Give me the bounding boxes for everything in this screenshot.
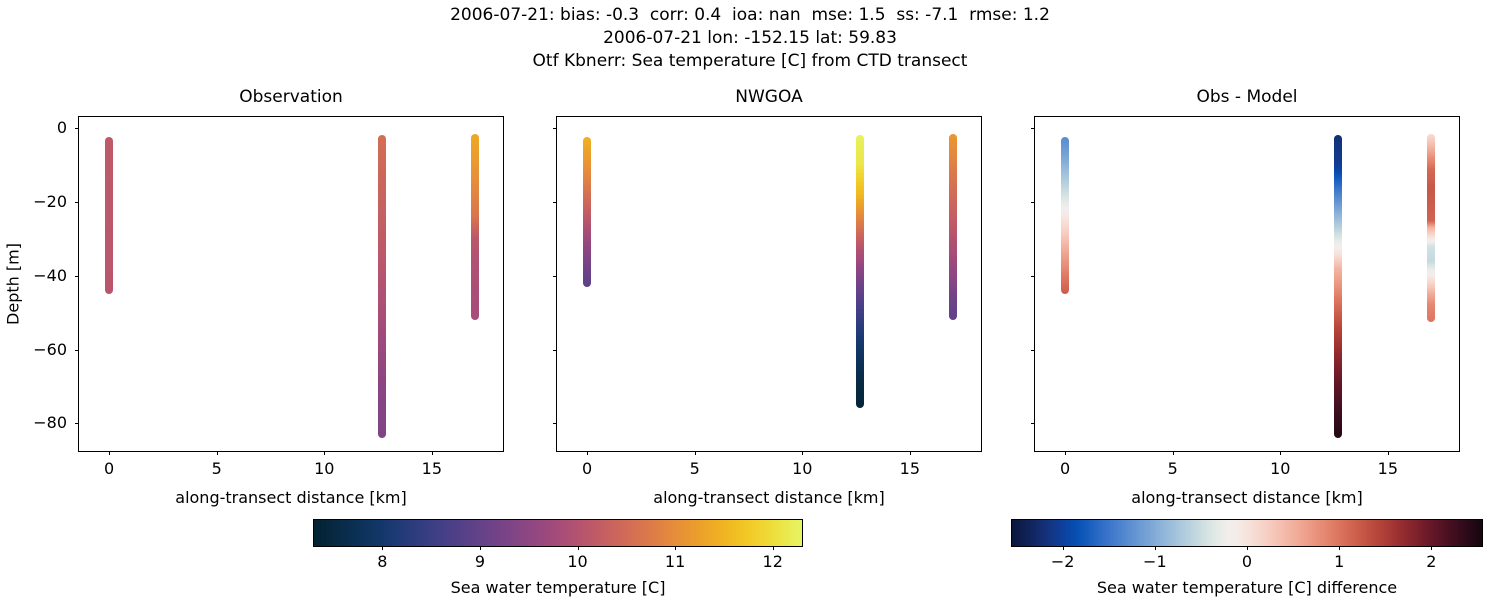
colorbar-1-label: Sea water temperature [C] — [450, 578, 666, 597]
colorbar-1: 8 9 10 11 12 Sea water temperature [C] — [313, 519, 803, 597]
cast-profile-2 — [378, 135, 387, 439]
suptitle-line-stats: 2006-07-21: bias: -0.3 corr: 0.4 ioa: na… — [450, 5, 1050, 25]
panel-1-xlabel: along-transect distance [km] — [175, 488, 407, 507]
cast-profile-2 — [1334, 135, 1343, 439]
colorbar-tick — [1062, 546, 1064, 550]
colorbar-tick-label: 2 — [1426, 552, 1437, 571]
cast-profile-3 — [948, 133, 957, 320]
y-tick — [1031, 423, 1035, 425]
colorbar-tick — [1431, 546, 1433, 550]
x-tick-label: 0 — [104, 459, 115, 478]
y-tick — [1031, 201, 1035, 203]
colorbar-tick-label: 8 — [377, 552, 388, 571]
x-tick — [909, 451, 911, 455]
colorbar-tick-label: 11 — [664, 552, 686, 571]
colorbar-tick-label: 0 — [1241, 552, 1253, 571]
x-tick — [216, 451, 218, 455]
y-tick-label: −60 — [33, 339, 67, 359]
panel-2-xlabel: along-transect distance [km] — [653, 488, 885, 507]
y-tick-label: −80 — [33, 413, 67, 433]
colorbar-tick — [1247, 546, 1248, 550]
colorbar-tick-label: 12 — [762, 552, 783, 571]
colorbar-tick — [382, 546, 384, 550]
colorbar-tick — [577, 546, 579, 550]
x-tick-label: 5 — [1167, 459, 1178, 478]
x-tick — [109, 451, 111, 455]
colorbar-2-label: Sea water temperature [C] difference — [1096, 578, 1398, 597]
y-tick — [75, 201, 79, 203]
x-tick-label: 0 — [1060, 459, 1071, 478]
x-tick-label: 15 — [899, 459, 921, 478]
y-tick — [553, 275, 557, 277]
y-tick-label: −40 — [33, 265, 67, 285]
y-tick — [553, 349, 557, 351]
panel-1-axes: Observation 0 5 10 15 0 −20 −40 −60 −80 along-tran… — [4, 87, 504, 507]
x-tick-label: 10 — [1270, 459, 1291, 478]
colorbar-tick-label: 9 — [474, 552, 485, 571]
panel-2-axes: NWGOA 0 5 10 15 along-transect distance [km] — [553, 87, 982, 507]
y-tick — [75, 349, 79, 351]
colorbar-tick-label: −2 — [1050, 552, 1075, 571]
colorbar-2: −2 −1 0 1 2 Sea water temperature [C] differe… — [1011, 519, 1483, 597]
cast-profile-3 — [470, 133, 479, 320]
panel-3-axes: Obs - Model 0 5 10 15 along-transect distance… — [1031, 87, 1460, 507]
cast-profile-1 — [1061, 137, 1070, 295]
x-tick — [431, 451, 433, 455]
panel-1-ylabel: Depth [m] — [3, 243, 23, 325]
y-tick — [75, 128, 79, 130]
x-tick-label: 15 — [421, 459, 443, 478]
panel-2-title: NWGOA — [735, 87, 803, 107]
suptitle-line-location: 2006-07-21 lon: -152.15 lat: 59.83 — [603, 28, 897, 48]
y-tick — [1031, 275, 1035, 277]
cast-profile-2 — [856, 135, 865, 409]
y-tick-label: 0 — [56, 118, 67, 138]
y-tick-label: −20 — [33, 191, 67, 211]
x-tick — [324, 451, 326, 455]
panel-1-title: Observation — [239, 87, 343, 107]
y-tick — [553, 423, 557, 425]
x-tick — [802, 451, 804, 455]
colorbar-tick-label: 1 — [1334, 552, 1345, 571]
y-tick — [75, 423, 79, 425]
colorbar-tick — [1339, 546, 1341, 550]
x-tick-label: 10 — [792, 459, 813, 478]
panel-3-title: Obs - Model — [1196, 87, 1298, 107]
colorbar-tick — [1154, 546, 1156, 550]
y-tick — [75, 275, 79, 277]
x-tick — [587, 451, 589, 455]
figure-suptitle: 2006-07-21: bias: -0.3 corr: 0.4 ioa: na… — [0, 4, 1500, 73]
y-tick — [1031, 128, 1035, 130]
suptitle-line-dataset: Otf Kbnerr: Sea temperature [C] from CTD… — [532, 51, 968, 71]
colorbar-tick — [675, 546, 677, 550]
panel-3-xlabel: along-transect distance [km] — [1131, 488, 1363, 507]
x-tick — [1065, 451, 1067, 455]
x-tick-label: 15 — [1377, 459, 1399, 478]
x-tick — [694, 451, 696, 455]
colorbar-tick — [479, 546, 481, 550]
x-tick — [1280, 451, 1282, 455]
x-tick-label: 10 — [314, 459, 335, 478]
x-tick — [1172, 451, 1174, 455]
cast-profile-1 — [105, 137, 114, 295]
cast-profile-1 — [583, 137, 592, 288]
y-tick — [553, 201, 557, 203]
y-tick — [553, 128, 557, 130]
x-tick-label: 0 — [582, 459, 593, 478]
x-tick-label: 5 — [689, 459, 700, 478]
colorbar-tick-label: 10 — [567, 552, 588, 571]
x-tick — [1387, 451, 1389, 455]
x-tick-label: 5 — [211, 459, 222, 478]
cast-profile-3 — [1426, 133, 1435, 322]
y-tick — [1031, 349, 1035, 351]
colorbar-tick — [772, 546, 774, 550]
colorbar-tick-label: −1 — [1143, 552, 1167, 571]
